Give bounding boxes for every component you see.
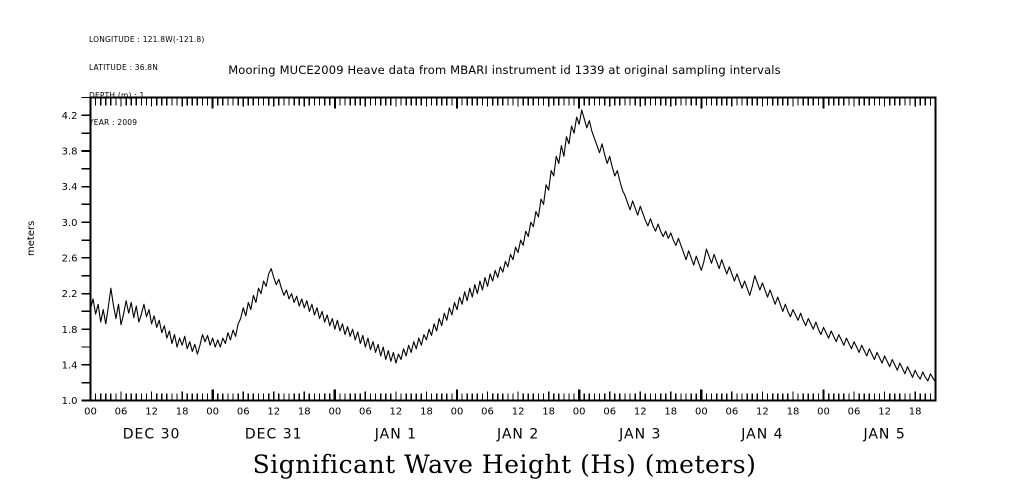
y-tick-label: 3.0 bbox=[62, 218, 78, 229]
x-tick-hour-label: 06 bbox=[726, 407, 739, 418]
x-tick-hour-label: 00 bbox=[573, 407, 586, 418]
x-tick-hour-label: 06 bbox=[359, 407, 372, 418]
y-tick-label: 4.2 bbox=[62, 111, 78, 122]
x-tick-hour-label: 00 bbox=[695, 407, 708, 418]
x-axis-day-label: JAN 4 bbox=[740, 427, 783, 443]
y-axis-tick-labels: 1.0 1.4 1.8 2.2 2.6 3.0 3.4 3.8 4.2 bbox=[62, 111, 78, 407]
x-tick-hour-label: 00 bbox=[206, 407, 219, 418]
x-tick-hour-label: 12 bbox=[878, 407, 891, 418]
axis-ticks bbox=[81, 96, 937, 402]
x-axis-day-label: DEC 31 bbox=[245, 427, 303, 443]
x-tick-hour-label: 00 bbox=[451, 407, 464, 418]
x-tick-hour-label: 00 bbox=[328, 407, 341, 418]
chart-title: Mooring MUCE2009 Heave data from MBARI i… bbox=[228, 63, 781, 77]
y-tick-label: 3.8 bbox=[62, 147, 78, 158]
y-tick-label: 3.4 bbox=[62, 182, 78, 193]
data-series bbox=[89, 109, 936, 383]
metadata-block: LONGITUDE : 121.8W(-121.8) LATITUDE : 36… bbox=[89, 17, 204, 146]
x-tick-hour-label: 12 bbox=[390, 407, 403, 418]
metadata-depth: DEPTH (m) : 1 bbox=[89, 90, 145, 100]
x-tick-hour-label: 18 bbox=[909, 407, 922, 418]
x-tick-hour-label: 00 bbox=[817, 407, 830, 418]
y-tick-label: 1.8 bbox=[62, 325, 78, 336]
x-tick-hour-label: 18 bbox=[176, 407, 189, 418]
plot-frame bbox=[89, 96, 937, 402]
y-tick-label: 2.6 bbox=[62, 254, 78, 265]
x-axis-day-label: JAN 2 bbox=[496, 427, 539, 443]
x-tick-hour-label: 12 bbox=[267, 407, 280, 418]
wave-height-series-line bbox=[89, 109, 936, 383]
x-tick-hour-label: 18 bbox=[787, 407, 800, 418]
x-axis-day-labels: DEC 30 DEC 31 JAN 1 JAN 2 JAN 3 JAN 4 JAN 5 bbox=[123, 427, 905, 443]
x-tick-hour-label: 06 bbox=[115, 407, 128, 418]
x-tick-hour-label: 18 bbox=[298, 407, 311, 418]
x-tick-hour-label: 12 bbox=[634, 407, 647, 418]
x-axis-day-label: JAN 5 bbox=[862, 427, 905, 443]
x-tick-hour-label: 06 bbox=[481, 407, 494, 418]
x-tick-hour-label: 06 bbox=[848, 407, 861, 418]
x-tick-hour-label: 12 bbox=[512, 407, 525, 418]
y-tick-label: 1.4 bbox=[62, 360, 78, 371]
x-axis-day-label: JAN 1 bbox=[374, 427, 417, 443]
y-tick-label: 1.0 bbox=[62, 396, 78, 407]
x-tick-hour-label: 00 bbox=[84, 407, 97, 418]
x-tick-hour-label: 06 bbox=[603, 407, 616, 418]
x-axis-day-label: DEC 30 bbox=[123, 427, 181, 443]
x-tick-hour-label: 18 bbox=[542, 407, 555, 418]
x-axis-hour-labels: 00 06 12 18 00 06 12 18 00 06 12 18 00 06 12 18 00 06 12 18… bbox=[84, 407, 921, 418]
metadata-longitude: LONGITUDE : 121.8W(-121.8) bbox=[89, 35, 205, 45]
metadata-year: YEAR : 2009 bbox=[89, 118, 138, 128]
x-tick-hour-label: 18 bbox=[420, 407, 433, 418]
y-tick-label: 2.2 bbox=[62, 289, 78, 300]
metadata-latitude: LATITUDE : 36.8N bbox=[89, 63, 159, 73]
x-axis-day-label: JAN 3 bbox=[618, 427, 661, 443]
x-tick-hour-label: 12 bbox=[145, 407, 158, 418]
chart-caption: Significant Wave Height (Hs) (meters) bbox=[252, 450, 757, 479]
x-tick-hour-label: 18 bbox=[664, 407, 677, 418]
x-tick-hour-label: 06 bbox=[237, 407, 250, 418]
x-tick-hour-label: 12 bbox=[756, 407, 769, 418]
